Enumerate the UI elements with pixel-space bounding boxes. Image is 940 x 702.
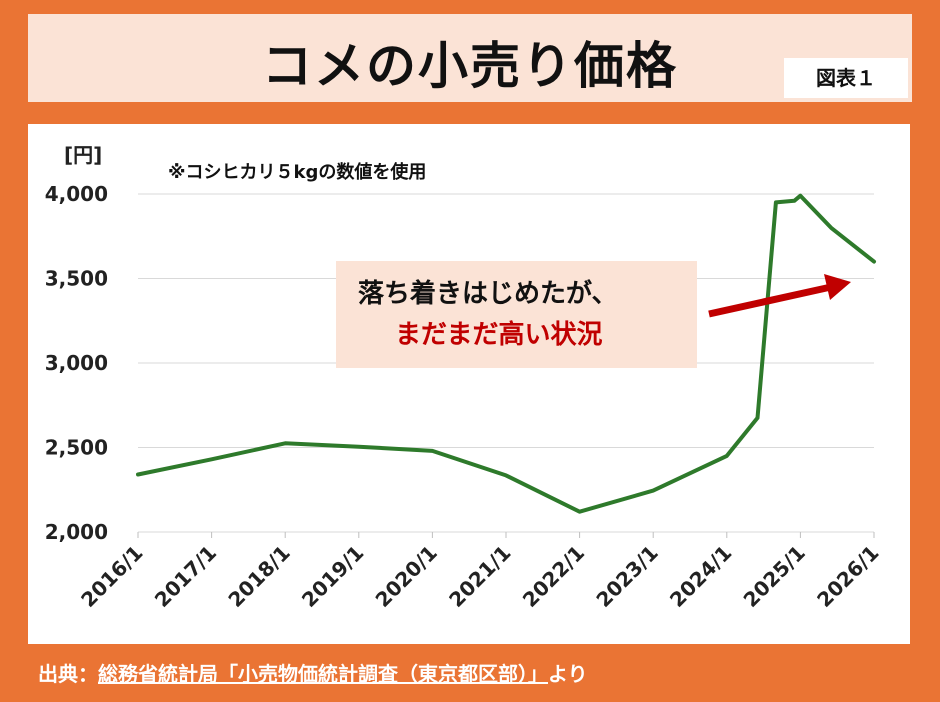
y-tick-label: 3,000 (45, 351, 108, 375)
page-title: コメの小売り価格 (262, 37, 678, 95)
chart-panel: 2,000 2,500 3,000 3,500 4,000 2016/1 2017/1 20… (28, 124, 910, 644)
series-group (136, 193, 876, 514)
x-tick-label: 2023/1 (591, 541, 662, 612)
callout-box (336, 261, 697, 368)
y-unit-label: [円] (64, 143, 102, 167)
x-tick-label: 2018/1 (223, 541, 294, 612)
callout-line2: まだまだ高い状況 (395, 319, 602, 350)
x-tick-label: 2024/1 (665, 541, 736, 612)
source-suffix: より (548, 662, 588, 686)
arrow-head (824, 274, 851, 300)
source-prefix: 出典： (38, 662, 98, 686)
y-tick-label: 2,000 (45, 520, 108, 544)
x-axis-ticks: 2016/1 2017/1 2018/1 2019/1 2020/1 2021/1 2022… (76, 532, 884, 612)
chart-note: ※コシヒカリ５kgの数値を使用 (168, 161, 426, 183)
title-banner: コメの小売り価格 図表１ (28, 14, 912, 102)
source-caption: 出典：総務省統計局「小売物価統計調査（東京都区部）」より (38, 658, 588, 687)
x-tick-label: 2017/1 (150, 541, 221, 612)
y-axis-ticks: 2,000 2,500 3,000 3,500 4,000 (45, 182, 108, 544)
y-tick-label: 3,500 (45, 267, 108, 291)
x-tick-label: 2021/1 (444, 541, 515, 612)
x-tick-label: 2016/1 (76, 541, 147, 612)
callout-arrow (708, 274, 851, 318)
y-tick-label: 4,000 (45, 182, 108, 206)
x-tick-label: 2025/1 (739, 541, 810, 612)
callout-line1: 落ち着きはじめたが、 (358, 278, 617, 309)
price-line (136, 193, 876, 514)
x-tick-label: 2019/1 (297, 541, 368, 612)
x-tick-label: 2026/1 (812, 541, 883, 612)
figure-label: 図表１ (784, 58, 908, 98)
y-tick-label: 2,500 (45, 436, 108, 460)
x-tick-label: 2020/1 (371, 541, 442, 612)
arrow-shaft (708, 283, 832, 318)
source-link[interactable]: 総務省統計局「小売物価統計調査（東京都区部）」 (98, 662, 548, 686)
x-tick-label: 2022/1 (518, 541, 589, 612)
